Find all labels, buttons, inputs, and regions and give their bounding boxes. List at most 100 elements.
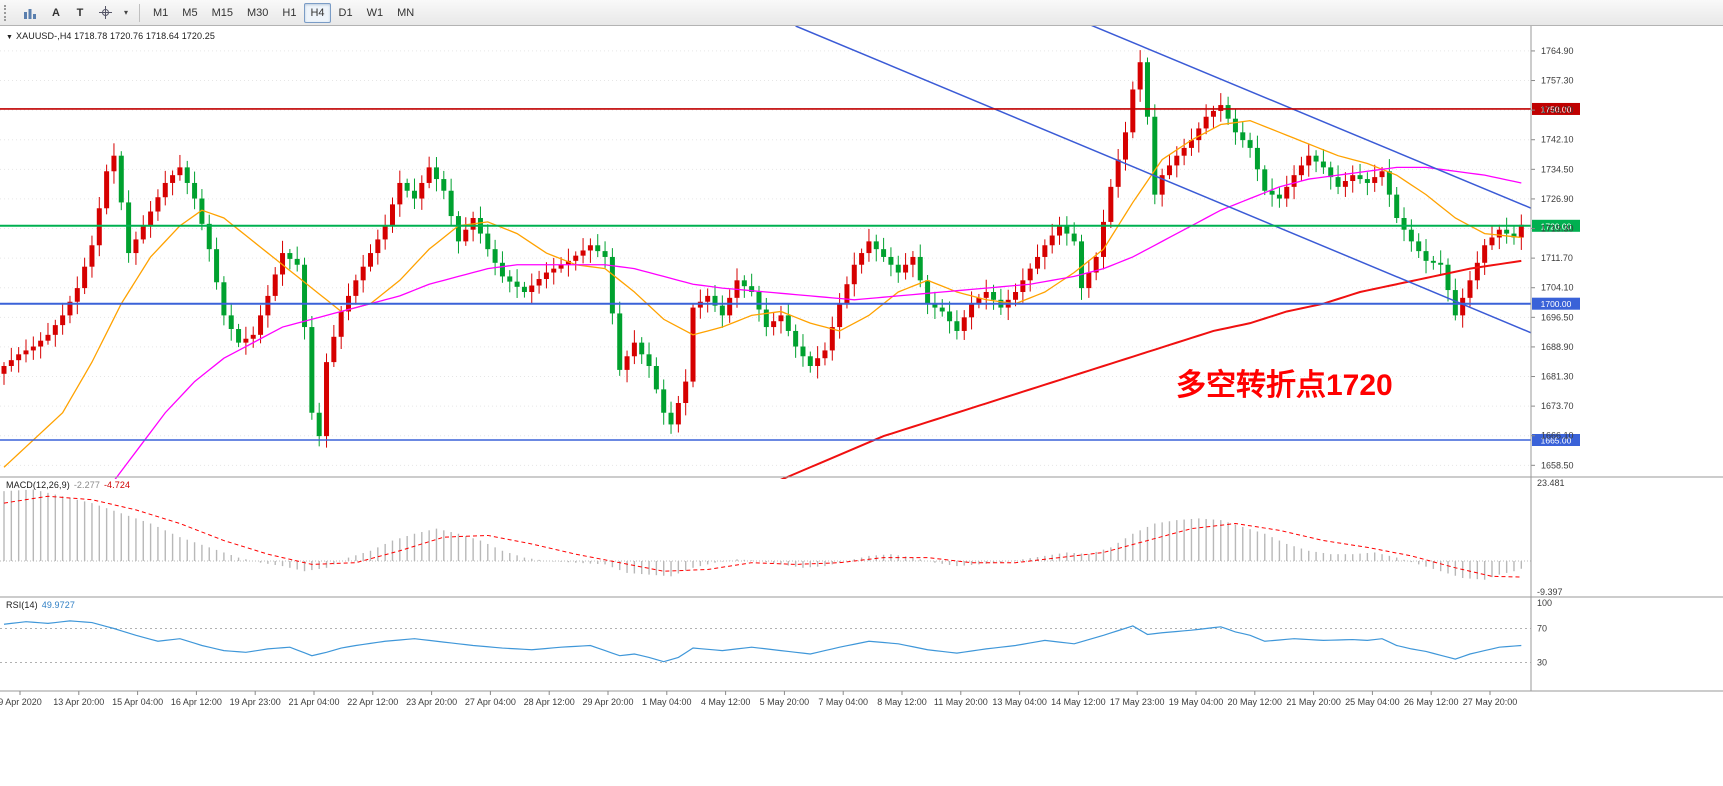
time-axis[interactable]: 9 Apr 2020 13 Apr 20:00 15 Apr 04:00 16 Apr… (0, 691, 1517, 707)
timeframe-m1[interactable]: M1 (147, 3, 174, 23)
timeframe-d1[interactable]: D1 (333, 3, 359, 23)
svg-text:17 May 23:00: 17 May 23:00 (1110, 697, 1165, 707)
svg-text:23 Apr 20:00: 23 Apr 20:00 (406, 697, 457, 707)
svg-text:-9.397: -9.397 (1537, 587, 1563, 597)
macd-name: MACD(12,26,9) (6, 480, 70, 490)
svg-text:16 Apr 12:00: 16 Apr 12:00 (171, 697, 222, 707)
svg-text:23.481: 23.481 (1537, 478, 1565, 488)
price-tag-1720.00: 1720.00 (1532, 219, 1580, 232)
timeframe-mn[interactable]: MN (391, 3, 420, 23)
timeframe-w1[interactable]: W1 (361, 3, 390, 23)
trend-tool-label: T (76, 6, 84, 19)
price-tag-1750.00: 1750.00 (1532, 102, 1580, 115)
macd-main-value: -2.277 (73, 480, 100, 490)
rsi-axis[interactable]: 100 70 30 (1537, 598, 1552, 668)
moving-averages-layer (3, 119, 1522, 479)
macd-indicator-label: MACD(12,26,9) -2.277 -4.724 (6, 480, 130, 490)
price-tag-1700.00: 1700.00 (1532, 297, 1580, 310)
svg-text:1681.30: 1681.30 (1541, 372, 1574, 382)
svg-text:25 May 04:00: 25 May 04:00 (1345, 697, 1400, 707)
rsi-indicator-label: RSI(14) 49.9727 (6, 600, 75, 610)
svg-text:1749.70: 1749.70 (1541, 105, 1574, 115)
text-label-tool-button[interactable]: A (45, 3, 67, 23)
timeframe-m5[interactable]: M5 (176, 3, 203, 23)
rsi-name: RSI(14) (6, 600, 38, 610)
chevron-down-icon: ▾ (123, 8, 128, 17)
svg-text:8 May 12:00: 8 May 12:00 (877, 697, 927, 707)
svg-text:1764.90: 1764.90 (1541, 46, 1574, 56)
ohlc-high: 1720.76 (110, 31, 144, 41)
toolbar-grip[interactable] (4, 4, 11, 21)
trendlines-layer[interactable] (795, 0, 1536, 335)
svg-text:19 May 04:00: 19 May 04:00 (1169, 697, 1224, 707)
rsi-value: 49.9727 (41, 600, 75, 610)
toolbar-separator (139, 3, 140, 22)
svg-text:27 May 20:00: 27 May 20:00 (1463, 697, 1518, 707)
timeframe-m15[interactable]: M15 (206, 3, 239, 23)
main-toolbar: A T ▾ M1 M5 M15 M30 H1 H4 D1 W1 MN (0, 0, 1723, 26)
svg-text:27 Apr 04:00: 27 Apr 04:00 (465, 697, 516, 707)
svg-text:30: 30 (1537, 658, 1547, 668)
charts-button[interactable] (17, 3, 43, 23)
svg-text:1719.30: 1719.30 (1541, 224, 1574, 234)
draw-tools-dropdown[interactable]: ▾ (120, 3, 132, 23)
macd-axis[interactable]: 23.481 -9.397 (1537, 478, 1565, 597)
svg-text:22 Apr 12:00: 22 Apr 12:00 (347, 697, 398, 707)
svg-text:21 Apr 04:00: 21 Apr 04:00 (288, 697, 339, 707)
svg-text:70: 70 (1537, 624, 1547, 634)
svg-text:26 May 12:00: 26 May 12:00 (1404, 697, 1459, 707)
crosshair-button[interactable] (93, 3, 118, 23)
svg-text:19 Apr 23:00: 19 Apr 23:00 (230, 697, 281, 707)
svg-text:1688.90: 1688.90 (1541, 342, 1574, 352)
svg-text:7 May 04:00: 7 May 04:00 (818, 697, 868, 707)
bar-chart-icon (24, 8, 36, 19)
macd-pane (0, 489, 1531, 580)
pane-borders (0, 26, 1723, 692)
svg-text:1726.90: 1726.90 (1541, 194, 1574, 204)
timeframe-h1[interactable]: H1 (276, 3, 302, 23)
crosshair-icon (99, 6, 112, 19)
svg-text:21 May 20:00: 21 May 20:00 (1286, 697, 1341, 707)
svg-text:13 Apr 20:00: 13 Apr 20:00 (53, 697, 104, 707)
svg-text:28 Apr 12:00: 28 Apr 12:00 (524, 697, 575, 707)
svg-text:29 Apr 20:00: 29 Apr 20:00 (582, 697, 633, 707)
svg-text:1700.00: 1700.00 (1541, 299, 1572, 309)
svg-text:20 May 12:00: 20 May 12:00 (1228, 697, 1283, 707)
text-tool-label: A (52, 6, 60, 19)
horizontal-lines-layer[interactable] (0, 108, 1531, 441)
timeframe-m30[interactable]: M30 (241, 3, 274, 23)
svg-text:1658.50: 1658.50 (1541, 460, 1574, 470)
svg-text:1665.00: 1665.00 (1541, 436, 1572, 446)
svg-text:11 May 20:00: 11 May 20:00 (934, 697, 988, 707)
price-tags-layer: 1750.00 1720.00 1700.00 1665.00 (1532, 102, 1580, 447)
svg-text:5 May 20:00: 5 May 20:00 (760, 697, 810, 707)
svg-text:14 May 12:00: 14 May 12:00 (1051, 697, 1106, 707)
ohlc-close: 1720.25 (181, 31, 215, 41)
svg-text:1711.70: 1711.70 (1541, 253, 1573, 263)
svg-text:1734.50: 1734.50 (1541, 164, 1574, 174)
ohlc-open: 1718.78 (74, 31, 108, 41)
symbol-title: XAUUSD-,H4 (16, 31, 72, 41)
svg-text:1 May 04:00: 1 May 04:00 (642, 697, 692, 707)
price-tag-1665.00: 1665.00 (1532, 434, 1580, 447)
svg-text:1673.70: 1673.70 (1541, 401, 1574, 411)
svg-text:1720.00: 1720.00 (1541, 221, 1572, 231)
svg-text:1666.10: 1666.10 (1541, 431, 1574, 441)
svg-text:1742.10: 1742.10 (1541, 135, 1574, 145)
svg-text:1750.00: 1750.00 (1541, 104, 1572, 114)
svg-text:4 May 12:00: 4 May 12:00 (701, 697, 751, 707)
svg-text:1757.30: 1757.30 (1541, 76, 1574, 86)
svg-text:15 Apr 04:00: 15 Apr 04:00 (112, 697, 163, 707)
candles-layer (1, 50, 1524, 448)
svg-text:13 May 04:00: 13 May 04:00 (992, 697, 1047, 707)
trendline-tool-button[interactable]: T (69, 3, 91, 23)
timeframe-h4[interactable]: H4 (304, 2, 331, 23)
svg-text:9 Apr 2020: 9 Apr 2020 (0, 697, 42, 707)
symbol-ohlc-line: ▼ XAUUSD-,H4 1718.78 1720.76 1718.64 1720… (6, 31, 215, 41)
price-axis[interactable]: 1764.90 1757.30 1749.70 1742.10 1734.50 1726.… (1531, 46, 1574, 470)
macd-signal-value: -4.724 (103, 480, 131, 490)
svg-text:1704.10: 1704.10 (1541, 283, 1574, 293)
one-click-trading-toggle[interactable]: ▼ (6, 34, 14, 41)
chart-annotation: 多空转折点1720 (1176, 369, 1393, 402)
